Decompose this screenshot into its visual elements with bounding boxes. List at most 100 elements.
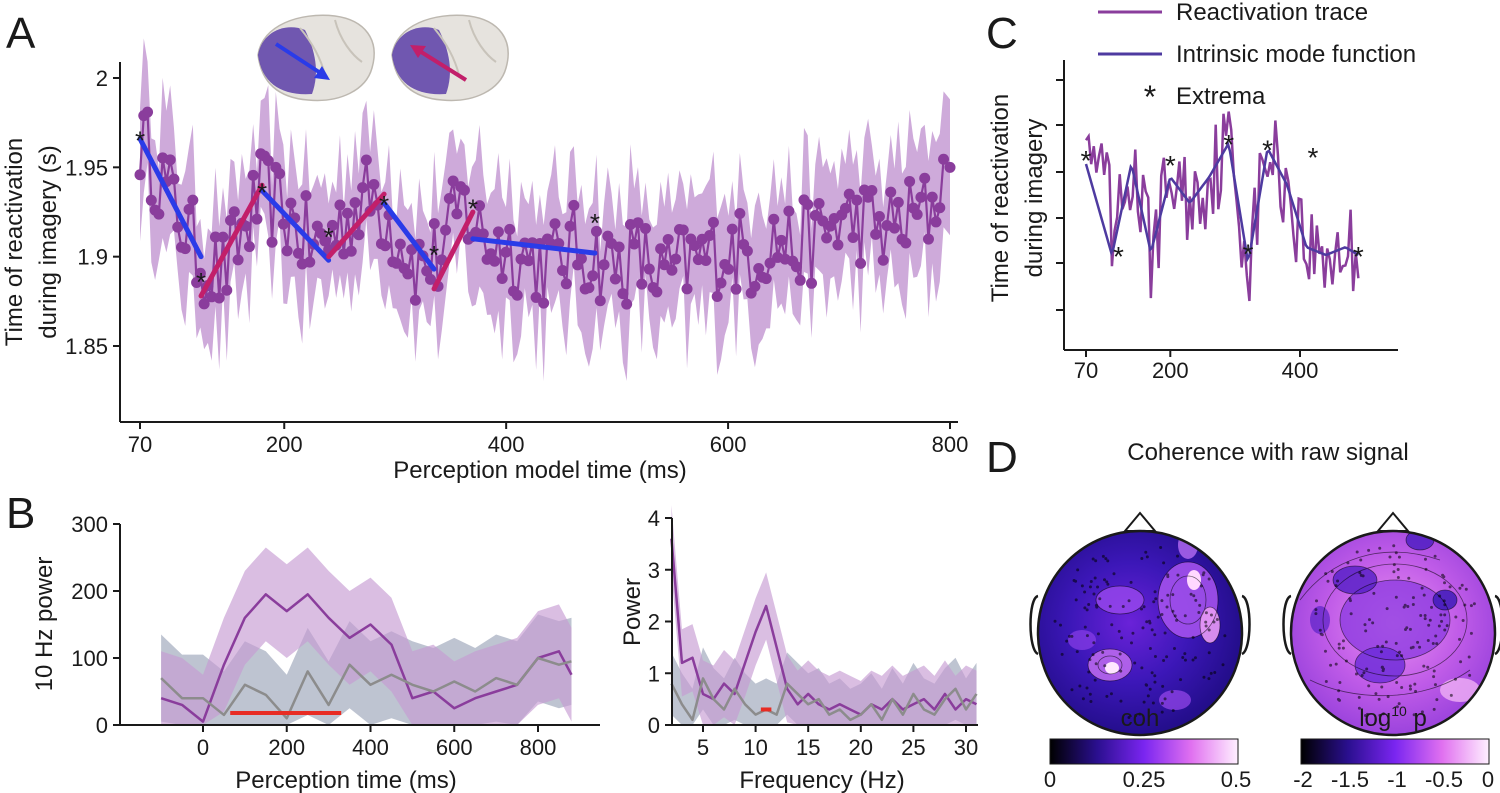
panel-a-data-point xyxy=(228,206,240,218)
panel-a-data-point xyxy=(221,284,233,296)
electrode-dot xyxy=(1142,605,1146,609)
colorbar-label-coh: coh xyxy=(1121,705,1160,732)
electrode-dot xyxy=(1101,650,1105,654)
panel-a-data-point xyxy=(194,267,206,279)
electrode-dot xyxy=(1101,554,1105,558)
electrode-dot xyxy=(1453,677,1457,681)
panel-a-data-point xyxy=(643,263,655,275)
panel-a-data-point xyxy=(538,297,550,309)
electrode-dot xyxy=(1161,684,1165,688)
electrode-dot xyxy=(1127,715,1131,719)
colorbar-logp-tick: -1.5 xyxy=(1331,767,1369,792)
legend-label-extrema: Extrema xyxy=(1176,83,1266,110)
electrode-dot xyxy=(1133,661,1137,665)
panel-b-left-y-tick-label: 0 xyxy=(96,713,108,738)
electrode-dot xyxy=(1397,555,1401,559)
panel-c-extremum-marker: * xyxy=(1262,134,1273,165)
electrode-dot xyxy=(1204,620,1208,624)
electrode-dot xyxy=(1183,614,1187,618)
panel-a-data-point xyxy=(794,274,806,286)
electrode-dot xyxy=(1141,626,1145,630)
panel-b-left-y-tick-label: 200 xyxy=(71,579,108,604)
panel-a-data-point xyxy=(360,154,372,166)
electrode-dot xyxy=(1341,646,1345,650)
panel-a-data-point xyxy=(741,245,753,257)
electrode-dot xyxy=(1458,586,1462,590)
electrode-dot xyxy=(1148,647,1152,651)
electrode-dot xyxy=(1412,713,1416,717)
electrode-dot xyxy=(1354,672,1358,676)
panel-a-data-point xyxy=(666,264,678,276)
electrode-dot xyxy=(1392,570,1396,574)
panel-a-data-point xyxy=(832,239,844,251)
electrode-dot xyxy=(1179,678,1183,682)
electrode-dot xyxy=(1398,650,1402,654)
panel-letter-a: A xyxy=(6,9,36,58)
panel-a-data-point xyxy=(145,194,157,206)
electrode-dot xyxy=(1439,613,1443,617)
electrode-dot xyxy=(1163,631,1167,635)
electrode-dot xyxy=(1074,598,1078,602)
electrode-dot xyxy=(1433,683,1437,687)
panel-a-extrema: * * * * * * * * xyxy=(135,126,600,297)
electrode-dot xyxy=(1397,702,1401,706)
electrode-dot xyxy=(1204,611,1208,615)
panel-a-data-point xyxy=(477,228,489,240)
panel-b-right-x-tick-label: 5 xyxy=(697,735,709,760)
electrode-dot xyxy=(1336,697,1340,701)
electrode-dot xyxy=(1085,686,1089,690)
panel-a-data-point xyxy=(915,191,927,203)
electrode-dot xyxy=(1365,667,1369,671)
electrode-dot xyxy=(1104,557,1108,561)
panel-a-data-point xyxy=(266,236,278,248)
panel-b-left-plot: 0 200 400 600 800 0 100 200 300 Perception time … xyxy=(31,512,600,793)
panel-c-x-tick-label: 200 xyxy=(1152,358,1189,383)
panel-a-data-point xyxy=(662,233,674,245)
panel-c-extremum-marker: * xyxy=(1081,145,1092,176)
panel-a-data-point xyxy=(870,228,882,240)
electrode-dot xyxy=(1396,567,1400,571)
electrode-dot xyxy=(1435,698,1439,702)
panel-a-data-point xyxy=(889,222,901,234)
electrode-dot xyxy=(1172,647,1176,651)
colorbar-coh-tick: 0.25 xyxy=(1123,767,1166,792)
panel-a-data-point xyxy=(704,230,716,242)
panel-a-extremum-marker: * xyxy=(590,208,600,238)
panel-a-data-point xyxy=(564,220,576,232)
panel-a-data-point xyxy=(179,243,191,255)
panel-b-right-x-label: Frequency (Hz) xyxy=(739,767,904,793)
electrode-dot xyxy=(1089,700,1093,704)
electrode-dot xyxy=(1346,561,1350,565)
panel-b-left-x-tick-label: 800 xyxy=(520,735,557,760)
panel-a-data-point xyxy=(440,224,452,236)
electrode-dot xyxy=(1176,573,1180,577)
electrode-dot xyxy=(1458,637,1462,641)
electrode-dot xyxy=(1407,576,1411,580)
colorbar-coh xyxy=(1049,738,1239,765)
panel-a-data-point xyxy=(892,196,904,208)
panel-b-right-y-tick-label: 1 xyxy=(648,661,660,686)
electrode-dot xyxy=(1171,708,1175,712)
panel-b-right-x-tick-label: 15 xyxy=(796,735,820,760)
colorbar-coh-tick: 0.5 xyxy=(1221,767,1252,792)
electrode-dot xyxy=(1085,634,1089,638)
electrode-dot xyxy=(1337,642,1341,646)
panel-a-data-point xyxy=(851,194,863,206)
electrode-dot xyxy=(1394,595,1398,599)
electrode-dot xyxy=(1145,683,1149,687)
panel-a-y-tick-label: 1.85 xyxy=(65,334,108,359)
electrode-dot xyxy=(1103,664,1107,668)
electrode-dot xyxy=(1437,624,1441,628)
panel-a-data-point xyxy=(821,232,833,244)
electrode-dot xyxy=(1454,615,1458,619)
electrode-dot xyxy=(1146,694,1150,698)
electrode-dot xyxy=(1426,665,1430,669)
panel-a-data-point xyxy=(594,295,606,307)
electrode-dot xyxy=(1408,684,1412,688)
panel-a-extremum-marker: * xyxy=(429,240,439,270)
electrode-dot xyxy=(1150,628,1154,632)
panel-a-data-point xyxy=(689,240,701,252)
electrode-dot xyxy=(1192,594,1196,598)
electrode-dot xyxy=(1065,639,1069,643)
electrode-dot xyxy=(1121,604,1125,608)
